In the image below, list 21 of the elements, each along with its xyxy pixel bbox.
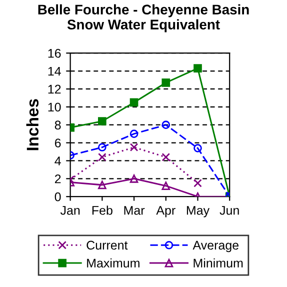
legend-label: Maximum <box>87 258 140 268</box>
chart-title: Belle Fourche - Cheyenne Basin Snow Water Equivalent <box>38 4 249 32</box>
legend-label: Current <box>86 240 128 250</box>
y-tick-label: 16 <box>48 48 61 58</box>
x-tick-label: Mar <box>124 206 145 215</box>
x-tick-label: Jun <box>220 206 239 215</box>
y-tick-label: 4 <box>54 156 61 166</box>
y-tick-label: 6 <box>54 138 61 148</box>
legend-label: Minimum <box>194 258 243 268</box>
y-tick-label: 8 <box>54 120 61 130</box>
legend-label: Average <box>192 240 239 252</box>
x-tick-label: Apr <box>156 206 176 218</box>
y-axis-title: Inches <box>26 99 39 150</box>
y-tick-label: 10 <box>48 102 61 112</box>
y-tick-label: 0 <box>54 192 61 202</box>
x-tick-label: May <box>186 206 210 218</box>
x-tick-label: Feb <box>92 206 112 215</box>
x-tick-label: Jan <box>60 206 80 215</box>
y-tick-label: 14 <box>48 66 61 76</box>
y-tick-label: 2 <box>54 174 61 184</box>
y-tick-label: 12 <box>48 84 61 94</box>
